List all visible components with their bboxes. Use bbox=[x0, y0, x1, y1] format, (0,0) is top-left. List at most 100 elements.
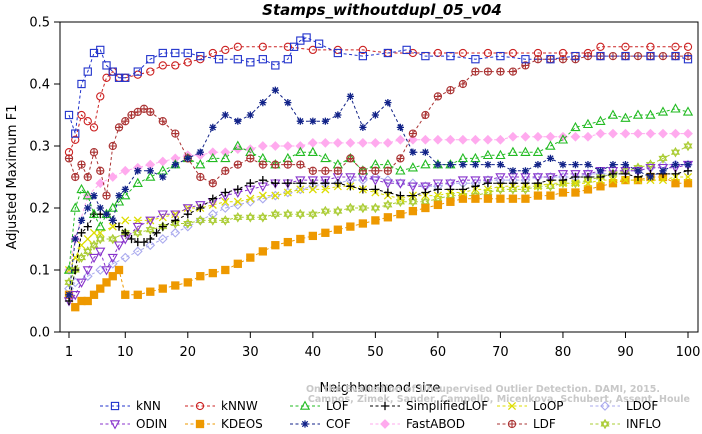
data-point bbox=[408, 196, 418, 208]
data-point bbox=[107, 172, 118, 182]
data-point bbox=[208, 268, 217, 278]
series-line bbox=[68, 176, 688, 271]
legend-marker bbox=[600, 401, 610, 411]
x-tick-label: 100 bbox=[676, 345, 701, 360]
data-point bbox=[208, 179, 217, 188]
data-point bbox=[371, 185, 380, 194]
data-point bbox=[271, 179, 280, 188]
data-point bbox=[333, 179, 342, 188]
data-point bbox=[196, 203, 205, 213]
data-point bbox=[121, 185, 129, 193]
data-point bbox=[557, 170, 569, 180]
data-point bbox=[102, 73, 111, 82]
legend-marker bbox=[109, 420, 121, 430]
data-point bbox=[421, 148, 429, 156]
data-point bbox=[520, 146, 531, 156]
data-point bbox=[207, 152, 218, 163]
data-point bbox=[77, 216, 86, 224]
data-point bbox=[682, 106, 694, 116]
series-FastABOD bbox=[64, 128, 693, 275]
data-point bbox=[333, 48, 343, 58]
data-point bbox=[532, 146, 544, 156]
data-point bbox=[89, 228, 99, 237]
data-point bbox=[595, 128, 606, 139]
legend-item-SimplifiedLOF: SimplifiedLOF bbox=[370, 399, 488, 413]
data-point bbox=[433, 191, 442, 200]
data-point bbox=[646, 173, 655, 181]
data-point bbox=[471, 182, 480, 191]
data-point bbox=[295, 146, 306, 156]
data-point bbox=[83, 172, 92, 182]
data-point bbox=[308, 166, 317, 175]
data-point bbox=[83, 246, 93, 257]
data-point bbox=[458, 185, 468, 194]
data-point bbox=[96, 45, 105, 55]
data-point bbox=[621, 176, 630, 185]
data-point bbox=[671, 42, 680, 51]
data-point bbox=[595, 115, 606, 125]
data-point bbox=[70, 202, 81, 212]
y-tick-label: 0.4 bbox=[29, 78, 50, 93]
data-point bbox=[132, 222, 143, 233]
series-line bbox=[68, 164, 689, 302]
legend-marker bbox=[380, 401, 390, 411]
data-point bbox=[158, 117, 167, 126]
data-point bbox=[346, 154, 355, 163]
data-point bbox=[108, 67, 117, 76]
data-point bbox=[65, 291, 73, 299]
data-point bbox=[670, 159, 681, 170]
data-point bbox=[102, 278, 111, 287]
data-point bbox=[408, 129, 418, 138]
data-point bbox=[307, 146, 318, 156]
data-point bbox=[483, 48, 493, 58]
legend: kNN kNNW LOF SimplifiedLOF LoOP LDOF ODIN KDEOS… bbox=[100, 399, 661, 431]
legend-item-kNN: kNN bbox=[100, 399, 161, 413]
data-point bbox=[645, 163, 656, 174]
data-point bbox=[620, 128, 631, 139]
data-point bbox=[320, 138, 331, 148]
data-point bbox=[471, 161, 480, 169]
data-point bbox=[120, 190, 131, 200]
data-point bbox=[258, 191, 267, 200]
data-point bbox=[582, 170, 594, 180]
data-point bbox=[89, 123, 99, 132]
data-point bbox=[395, 179, 406, 189]
data-point bbox=[108, 222, 117, 231]
data-point bbox=[121, 117, 130, 126]
data-point bbox=[583, 48, 593, 58]
data-point bbox=[332, 138, 343, 148]
data-point bbox=[383, 213, 393, 222]
data-point bbox=[483, 179, 493, 188]
data-point bbox=[433, 200, 443, 210]
data-point bbox=[621, 42, 630, 51]
data-point bbox=[208, 215, 218, 226]
data-point bbox=[214, 55, 224, 64]
data-point bbox=[246, 111, 254, 119]
data-point bbox=[408, 178, 418, 189]
data-point bbox=[95, 221, 106, 231]
data-point bbox=[159, 173, 167, 181]
data-point bbox=[283, 188, 292, 197]
data-point bbox=[458, 134, 468, 145]
legend-label: LDOF bbox=[626, 399, 658, 413]
data-point bbox=[157, 156, 168, 167]
data-point bbox=[645, 159, 656, 170]
data-point bbox=[607, 109, 619, 119]
data-point bbox=[308, 179, 317, 188]
data-point bbox=[320, 176, 331, 186]
data-point bbox=[508, 179, 518, 188]
x-axis-label: Neighborhood size bbox=[320, 381, 441, 396]
series-COF bbox=[65, 86, 692, 299]
data-point bbox=[107, 202, 118, 212]
data-point bbox=[583, 131, 593, 142]
data-point bbox=[345, 173, 356, 183]
data-point bbox=[434, 161, 442, 169]
data-point bbox=[121, 228, 130, 237]
legend-item-LDF: LDF bbox=[497, 417, 556, 431]
data-point bbox=[445, 134, 456, 145]
series-KDEOS bbox=[64, 172, 693, 312]
data-point bbox=[220, 147, 231, 158]
x-tick-label: 20 bbox=[180, 345, 197, 360]
data-point bbox=[83, 222, 92, 231]
data-point bbox=[258, 212, 268, 223]
